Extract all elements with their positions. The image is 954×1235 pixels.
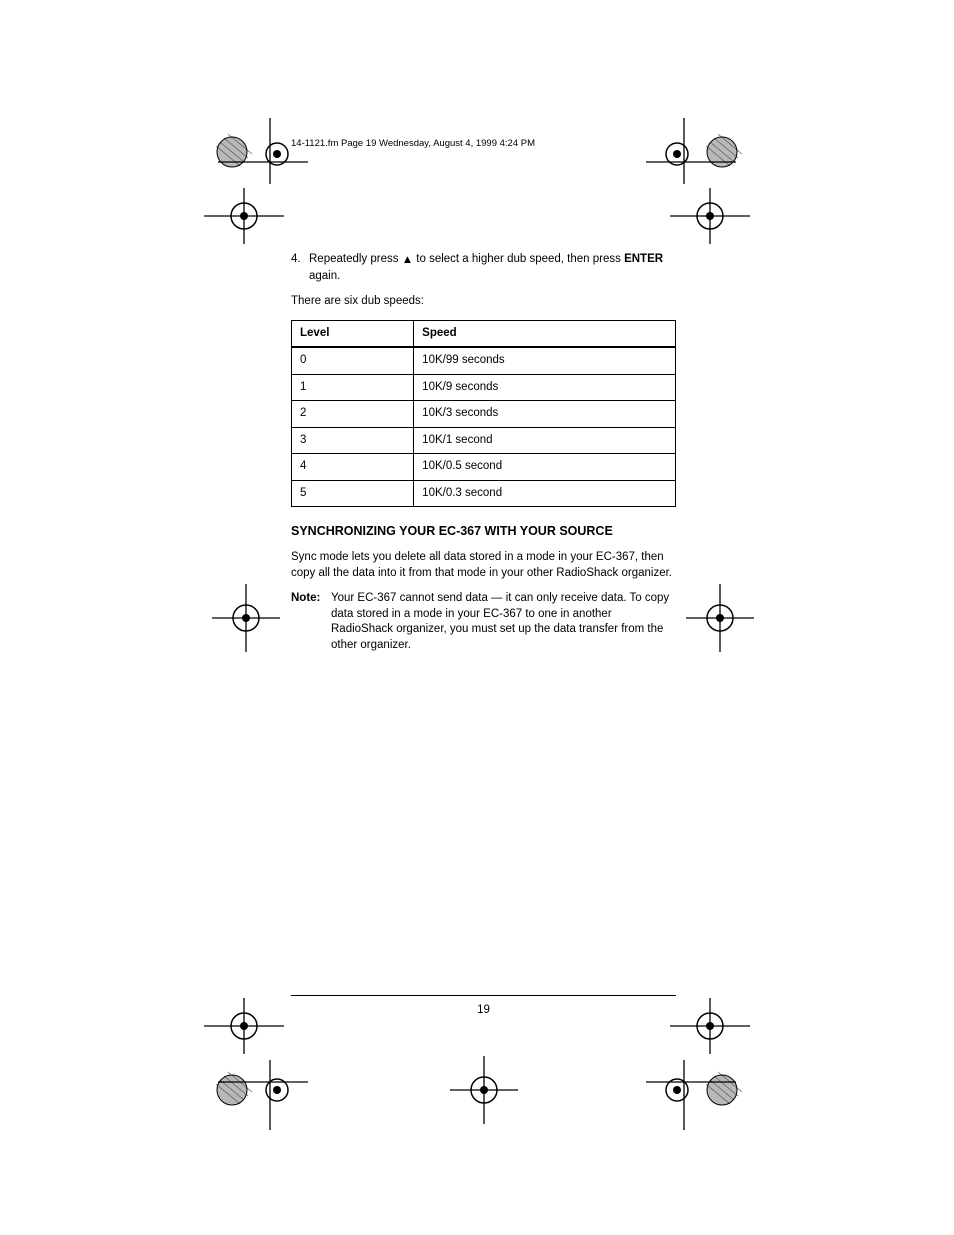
cell: 3 bbox=[292, 427, 414, 454]
footer-rule bbox=[291, 995, 676, 996]
enter-key: ENTER bbox=[624, 253, 663, 265]
cell: 10K/99 seconds bbox=[414, 347, 676, 374]
cell: 10K/3 seconds bbox=[414, 401, 676, 428]
table-row: 3 10K/1 second bbox=[292, 427, 676, 454]
col-speed: Speed bbox=[414, 320, 676, 347]
cell: 5 bbox=[292, 480, 414, 507]
step-text-2: to select a higher dub speed, then press bbox=[413, 253, 624, 265]
cell: 4 bbox=[292, 454, 414, 481]
table-row: 2 10K/3 seconds bbox=[292, 401, 676, 428]
speeds-intro: There are six dub speeds: bbox=[291, 294, 676, 310]
folio-header: 14-1121.fm Page 19 Wednesday, August 4, … bbox=[291, 138, 676, 149]
step-text-1: Repeatedly press bbox=[309, 253, 402, 265]
col-level: Level bbox=[292, 320, 414, 347]
table-row: 0 10K/99 seconds bbox=[292, 347, 676, 374]
table-row: 5 10K/0.3 second bbox=[292, 480, 676, 507]
note-text: Your EC-367 cannot send data — it can on… bbox=[331, 591, 676, 653]
reg-mark-right-mid bbox=[680, 578, 760, 658]
step-number: 4. bbox=[291, 252, 303, 284]
note-block: Note: Your EC-367 cannot send data — it … bbox=[291, 591, 676, 653]
step-4: 4. Repeatedly press ▲ to select a higher… bbox=[291, 252, 676, 284]
sync-body: Sync mode lets you delete all data store… bbox=[291, 550, 676, 581]
page-content: 4. Repeatedly press ▲ to select a higher… bbox=[291, 252, 676, 653]
page-number: 19 bbox=[291, 1004, 676, 1016]
reg-mark-left-mid bbox=[206, 578, 286, 658]
cell: 10K/9 seconds bbox=[414, 374, 676, 401]
table-row: 1 10K/9 seconds bbox=[292, 374, 676, 401]
table-header-row: Level Speed bbox=[292, 320, 676, 347]
cell: 1 bbox=[292, 374, 414, 401]
cell: 10K/0.3 second bbox=[414, 480, 676, 507]
cell: 2 bbox=[292, 401, 414, 428]
up-arrow-icon: ▲ bbox=[402, 253, 413, 269]
note-label: Note: bbox=[291, 591, 325, 653]
cell: 0 bbox=[292, 347, 414, 374]
speed-table: Level Speed 0 10K/99 seconds 1 10K/9 sec… bbox=[291, 320, 676, 508]
section-title-sync: SYNCHRONIZING YOUR EC-367 WITH YOUR SOUR… bbox=[291, 523, 676, 540]
cell: 10K/1 second bbox=[414, 427, 676, 454]
table-row: 4 10K/0.5 second bbox=[292, 454, 676, 481]
step-text-3: again. bbox=[309, 270, 340, 282]
reg-mark-bottom-center bbox=[444, 1050, 524, 1130]
cell: 10K/0.5 second bbox=[414, 454, 676, 481]
reg-mark-top-left bbox=[198, 104, 318, 254]
reg-mark-top-right bbox=[636, 104, 756, 254]
